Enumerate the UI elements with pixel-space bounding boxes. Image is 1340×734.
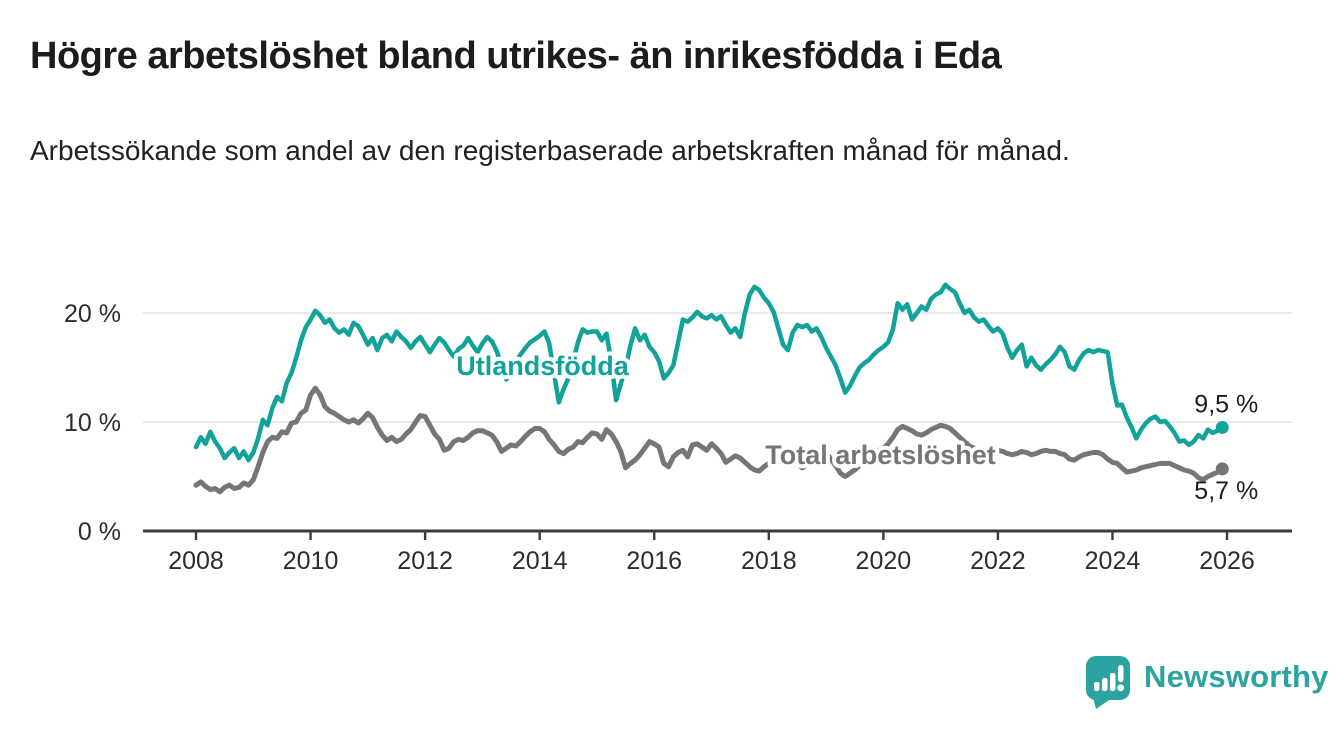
end-dot-utlandsfodda (1215, 420, 1229, 434)
y-tick-label: 0 % (78, 518, 121, 546)
x-tick-label: 2010 (283, 547, 339, 575)
x-tick-label: 2020 (856, 547, 912, 575)
x-tick-label: 2008 (168, 547, 224, 575)
chart-title: Högre arbetslöshet bland utrikes- än inr… (30, 35, 1002, 77)
chart-subtitle: Arbetssökande som andel av den registerb… (30, 135, 1070, 166)
x-tick-label: 2024 (1085, 547, 1141, 575)
x-tick-label: 2022 (970, 547, 1026, 575)
newsworthy-logo: Newsworthy (1085, 656, 1329, 710)
series-line-total (193, 385, 1225, 495)
series-line-utlandsfodda (193, 282, 1225, 463)
y-tick-label: 20 % (64, 300, 121, 328)
x-tick-label: 2016 (626, 547, 682, 575)
end-value-label-utlandsfodda: 9,5 % (1194, 390, 1258, 418)
x-tick-label: 2026 (1199, 547, 1255, 575)
newsworthy-logo-icon (1086, 656, 1130, 709)
end-dot-total (1215, 462, 1229, 476)
series-label-utlandsfodda: Utlandsfödda (456, 351, 629, 381)
series-label-total: Total arbetslöshet (765, 440, 996, 470)
newsworthy-logo-text: Newsworthy (1144, 659, 1329, 694)
y-tick-label: 10 % (64, 409, 121, 437)
x-tick-label: 2018 (741, 547, 797, 575)
x-tick-label: 2012 (397, 547, 453, 575)
end-value-label-total: 5,7 % (1194, 477, 1258, 505)
x-tick-label: 2014 (512, 547, 568, 575)
